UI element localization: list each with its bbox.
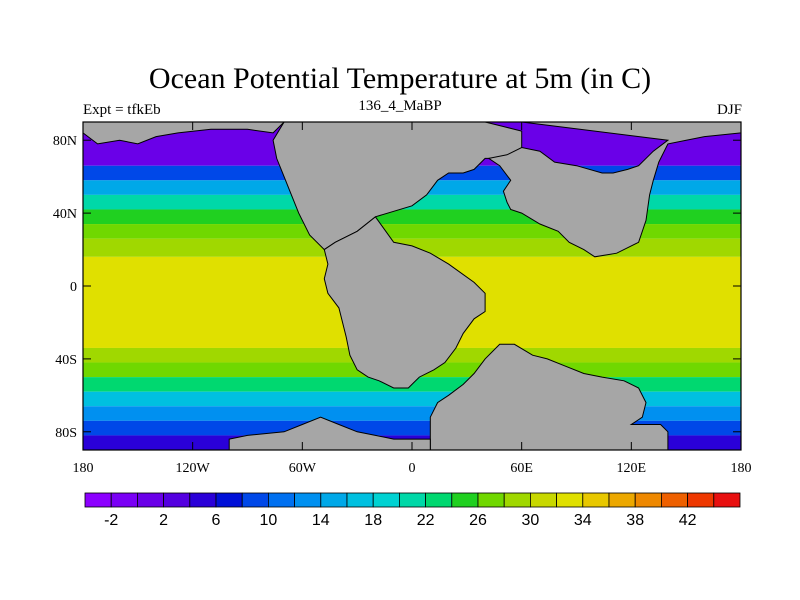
land-antarctic-west [228, 416, 431, 450]
colorbar-swatch [346, 492, 374, 508]
land-gondwana-africa-sa [323, 216, 486, 389]
colorbar-swatch [530, 492, 558, 508]
experiment-label: Expt = tfkEb [83, 102, 161, 118]
x-tick-label: 120E [617, 461, 647, 476]
colorbar-swatch [713, 492, 741, 508]
colorbar-label: -2 [104, 512, 118, 529]
x-axis: 180 120W 60W 0 60E 120E 180 [73, 122, 752, 476]
colorbar-swatch [267, 492, 295, 508]
colorbar-swatch [215, 492, 243, 508]
colorbar-swatch [163, 492, 191, 508]
land-north-pangea [272, 122, 523, 251]
colorbar-swatch [477, 492, 505, 508]
colorbar-swatch [556, 492, 584, 508]
y-tick-label: 40S [55, 353, 77, 368]
x-tick-label: 120W [176, 461, 211, 476]
colorbar-swatch [320, 492, 348, 508]
x-tick-label: 180 [73, 461, 94, 476]
x-tick-label: 60W [289, 461, 317, 476]
colorbar-label: 22 [417, 512, 435, 529]
colorbar-swatch [84, 492, 112, 508]
colorbar-swatch [241, 492, 269, 508]
colorbar-label: 42 [679, 512, 697, 529]
colorbar-label: 18 [364, 512, 382, 529]
y-tick-label: 40N [53, 207, 77, 222]
colorbar-label: 38 [626, 512, 644, 529]
colorbar-swatch [398, 492, 426, 508]
colorbar-swatch [110, 492, 138, 508]
colorbar-swatch [582, 492, 610, 508]
colorbar-swatch [372, 492, 400, 508]
x-tick-label: 60E [510, 461, 533, 476]
land-antarctica-india-australia [429, 343, 669, 450]
page-title: Ocean Potential Temperature at 5m (in C) [148, 62, 652, 95]
land-north-pangea-east [487, 122, 741, 258]
y-tick-label: 80N [53, 134, 77, 149]
colorbar-label: 30 [522, 512, 540, 529]
x-tick-label: 180 [731, 461, 752, 476]
colorbar-label: 2 [159, 512, 168, 529]
colorbar-swatch [136, 492, 164, 508]
colorbar-label: 26 [469, 512, 487, 529]
colorbar-label: 10 [260, 512, 278, 529]
colorbar-swatch [634, 492, 662, 508]
y-tick-label: 0 [70, 280, 77, 295]
colorbar-label: 14 [312, 512, 330, 529]
colorbar-swatch [189, 492, 217, 508]
land-masses [83, 122, 741, 450]
experiment-id: 136_4_MaBP [358, 98, 442, 114]
colorbar-label: 34 [574, 512, 592, 529]
land-north-america-west-tip [83, 122, 285, 145]
x-tick-label: 0 [409, 461, 416, 476]
y-axis: 80N 40N 0 40S 80S [53, 134, 741, 441]
y-tick-label: 80S [55, 426, 77, 441]
colorbar-swatch [425, 492, 453, 508]
season-label: DJF [716, 102, 742, 118]
colorbar-swatch [451, 492, 479, 508]
colorbar-label: 6 [212, 512, 221, 529]
colorbar-swatch [608, 492, 636, 508]
colorbar-swatch [661, 492, 689, 508]
colorbar-swatch [503, 492, 531, 508]
colorbar: -2 2 6 10 14 18 22 26 30 34 38 42 [84, 492, 741, 529]
colorbar-swatch [294, 492, 322, 508]
colorbar-swatch [687, 492, 715, 508]
